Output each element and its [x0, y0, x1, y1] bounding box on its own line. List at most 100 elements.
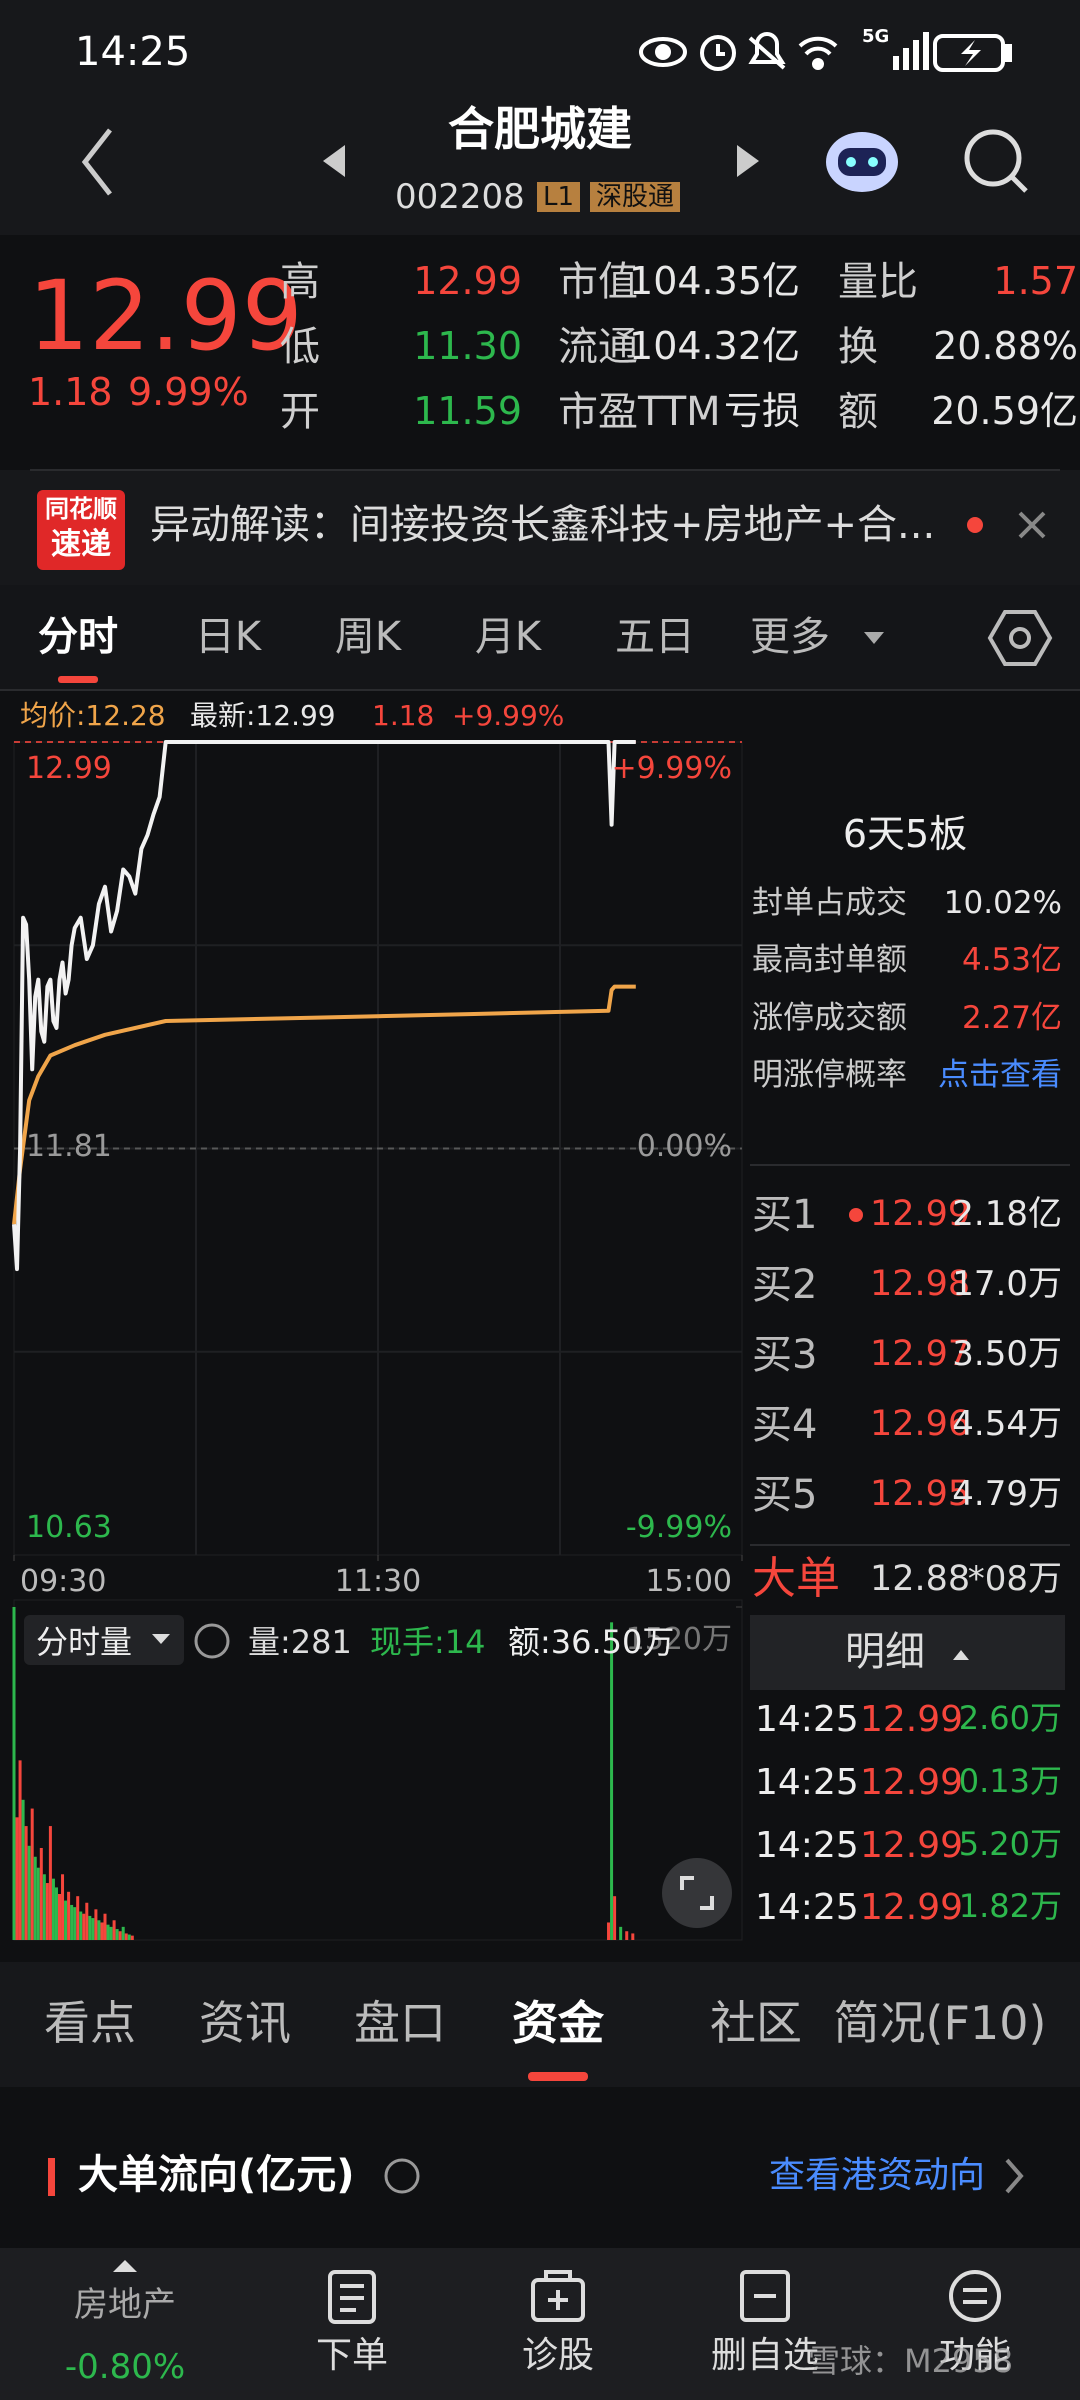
big-order-price: 12.88 — [870, 1559, 971, 1599]
stat-label: 量比 — [838, 259, 918, 305]
nav-item[interactable]: 下单 — [315, 2335, 389, 2376]
seal-label: 明涨停概率 — [752, 1057, 907, 1093]
trade-time: 14:25 — [755, 1825, 859, 1866]
stat-value: 1.57 — [993, 259, 1078, 303]
nav-sector-change: -0.80% — [64, 2347, 186, 2387]
nav-item[interactable]: 删自选 — [710, 2335, 820, 2376]
trade-volume: 1.82万 — [958, 1887, 1062, 1925]
bottom-tab[interactable]: 资讯 — [199, 1996, 291, 2050]
fullscreen-button[interactable] — [662, 1858, 732, 1928]
stat-value: 104.32亿 — [629, 324, 800, 368]
volume-bar — [79, 1911, 83, 1940]
bid-dot — [849, 1208, 863, 1222]
bid-level: 买1 — [752, 1192, 818, 1238]
nav-item[interactable]: 功能 — [938, 2335, 1012, 2376]
chart-tab[interactable]: 五日 — [615, 614, 695, 660]
volume-bar — [613, 1896, 617, 1940]
volume-bar — [21, 1799, 25, 1940]
nav-icons — [328, 2270, 1001, 2324]
volume-bar — [112, 1920, 116, 1940]
bid-level: 买5 — [752, 1472, 818, 1518]
bid-level: 买4 — [752, 1402, 818, 1448]
detail-title[interactable]: 明细 — [845, 1629, 925, 1675]
stat-value: 20.88% — [933, 324, 1078, 368]
alert-logo — [37, 490, 125, 570]
bid-level: 买3 — [752, 1332, 818, 1378]
volume-bar — [42, 1874, 46, 1940]
volume-bar — [64, 1900, 68, 1940]
volume-chart — [12, 1606, 742, 1940]
assistant-icon[interactable] — [826, 132, 898, 192]
chart-tab[interactable]: 日K — [194, 614, 262, 660]
volume-bar — [61, 1874, 65, 1940]
close-alert[interactable] — [1018, 511, 1046, 539]
bid-price: 12.95 — [870, 1474, 971, 1514]
bottom-tabs-bg — [0, 1962, 1080, 2087]
seal-value[interactable]: 点击查看 — [938, 1057, 1062, 1093]
stat-label: 高 — [280, 259, 320, 305]
stat-label: 流通 — [558, 324, 638, 370]
bottom-tab[interactable]: 盘口 — [354, 1996, 446, 2050]
chart-tab[interactable]: 月K — [474, 614, 542, 660]
settings-button[interactable] — [987, 610, 1053, 666]
stat-label: 额 — [838, 389, 878, 435]
stat-value: 12.99 — [413, 259, 522, 303]
price-line — [12, 740, 636, 1272]
volume-bar — [103, 1913, 107, 1940]
network-label: 5G — [862, 26, 890, 47]
prev-stock[interactable] — [323, 145, 345, 177]
volume-bar — [94, 1909, 98, 1940]
bottom-tab[interactable]: 简况(F10) — [833, 1996, 1047, 2050]
info-icon[interactable] — [384, 2158, 420, 2194]
change-info: 1.18 — [372, 699, 435, 732]
volume-bar — [97, 1920, 101, 1940]
badge: 深股通 — [590, 182, 681, 212]
chart-tab[interactable]: 分时 — [38, 614, 118, 660]
seal-value: 2.27亿 — [961, 1000, 1062, 1036]
section-link[interactable]: 查看港资动向 — [768, 2155, 985, 2196]
search-button[interactable] — [964, 129, 1028, 193]
chart-tab[interactable]: 更多 — [750, 614, 830, 660]
nav-sector[interactable]: 房地产 — [74, 2285, 176, 2325]
bid-level: 买2 — [752, 1262, 818, 1308]
board-count: 6天5板 — [842, 812, 968, 856]
bid-volume: 17.0万 — [952, 1264, 1062, 1304]
detail-header-bg — [750, 1615, 1065, 1690]
pct-label: 0.00% — [636, 1128, 732, 1164]
volume-bar — [106, 1924, 110, 1940]
bottom-tab[interactable]: 看点 — [44, 1996, 136, 2050]
avg-line — [12, 984, 636, 1225]
price-change-pct: 9.99% — [128, 370, 249, 414]
alert-logo-text: 速递 — [51, 527, 111, 562]
seal-value: 10.02% — [943, 885, 1062, 921]
volume-bar — [54, 1887, 58, 1940]
volume-selector[interactable] — [24, 1615, 184, 1665]
big-order-volume: *08万 — [967, 1559, 1062, 1599]
status-icons — [639, 32, 1012, 72]
seal-value: 4.53亿 — [961, 942, 1062, 978]
back-button[interactable] — [81, 128, 112, 196]
bottom-tab[interactable]: 社区 — [710, 1996, 802, 2050]
nav-item[interactable]: 诊股 — [521, 2335, 595, 2376]
volume-bar — [48, 1826, 52, 1940]
volume-selector-label[interactable]: 分时量 — [36, 1623, 133, 1661]
volume-bar — [88, 1915, 92, 1940]
volume-bar — [24, 1826, 28, 1940]
bottom-tab[interactable]: 资金 — [512, 1996, 604, 2050]
next-stock[interactable] — [737, 145, 759, 177]
help-icon[interactable] — [194, 1623, 230, 1659]
bid-volume: 3.50万 — [952, 1334, 1062, 1374]
alert-text[interactable]: 异动解读：间接投资长鑫科技+房地产+合... — [150, 502, 936, 548]
stock-name: 合肥城建 — [448, 102, 632, 156]
bid-price: 12.98 — [870, 1264, 971, 1304]
volume-bar — [18, 1760, 22, 1940]
volume-bar — [76, 1896, 80, 1940]
stat-value: 亏损 — [723, 389, 800, 433]
y-tick-label: 11.81 — [26, 1128, 112, 1164]
chart-tab[interactable]: 周K — [334, 614, 402, 660]
stat-label: 市值 — [558, 259, 638, 305]
trade-volume: 0.13万 — [958, 1762, 1062, 1800]
volume-bar — [30, 1808, 34, 1940]
trade-volume: 5.20万 — [958, 1825, 1062, 1863]
